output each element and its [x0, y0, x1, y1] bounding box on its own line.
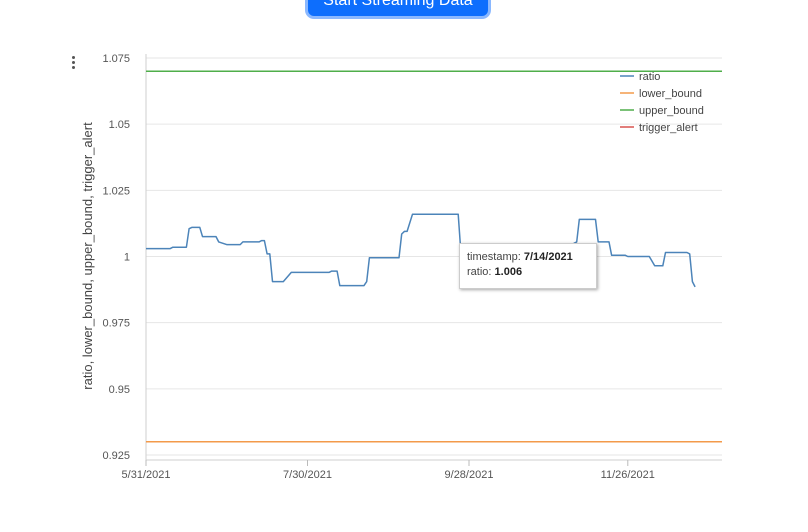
axes: 0.925 0.95 0.975 1 1.025 1.05 1.075 5/31/2021 7/…: [102, 53, 722, 481]
tooltip-timestamp-label: timestamp:: [467, 251, 521, 263]
y-tick-label: 0.95: [109, 384, 130, 396]
x-tick-label: 9/28/2021: [445, 469, 494, 481]
legend-label-lower-bound: lower_bound: [639, 88, 702, 100]
start-streaming-button[interactable]: Start Streaming Data: [308, 0, 488, 16]
tooltip-ratio-label: ratio:: [467, 266, 492, 278]
tooltip-timestamp-value: 7/14/2021: [523, 251, 573, 263]
series-line-ratio: [146, 213, 696, 288]
tooltip-ratio-value: 1.006: [494, 266, 523, 278]
grid-lines: [146, 57, 722, 456]
hover-tooltip: timestamp: 7/14/2021 ratio: 1.006: [459, 243, 597, 289]
series-lines: [146, 70, 722, 443]
x-tick-label: 11/26/2021: [601, 469, 655, 481]
tooltip-ratio-row: ratio: 1.006: [467, 265, 589, 280]
more-options-icon[interactable]: [66, 54, 80, 72]
y-axis-title: ratio, lower_bound, upper_bound, trigger…: [80, 122, 95, 390]
x-tick-label: 7/30/2021: [283, 469, 332, 481]
x-tick-label: 5/31/2021: [122, 469, 171, 481]
legend-label-ratio: ratio: [639, 71, 660, 83]
y-tick-label: 1.075: [102, 53, 130, 65]
y-tick-label: 1: [124, 252, 130, 264]
y-tick-label: 1.025: [102, 185, 130, 197]
y-tick-label: 0.975: [102, 318, 130, 330]
y-tick-label: 1.05: [109, 119, 130, 131]
legend: ratio lower_bound upper_bound trigger_alert: [620, 71, 704, 134]
y-tick-label: 0.925: [102, 450, 130, 462]
legend-label-trigger-alert: trigger_alert: [639, 122, 698, 134]
tooltip-timestamp-row: timestamp: 7/14/2021: [467, 250, 589, 265]
legend-label-upper-bound: upper_bound: [639, 105, 704, 117]
